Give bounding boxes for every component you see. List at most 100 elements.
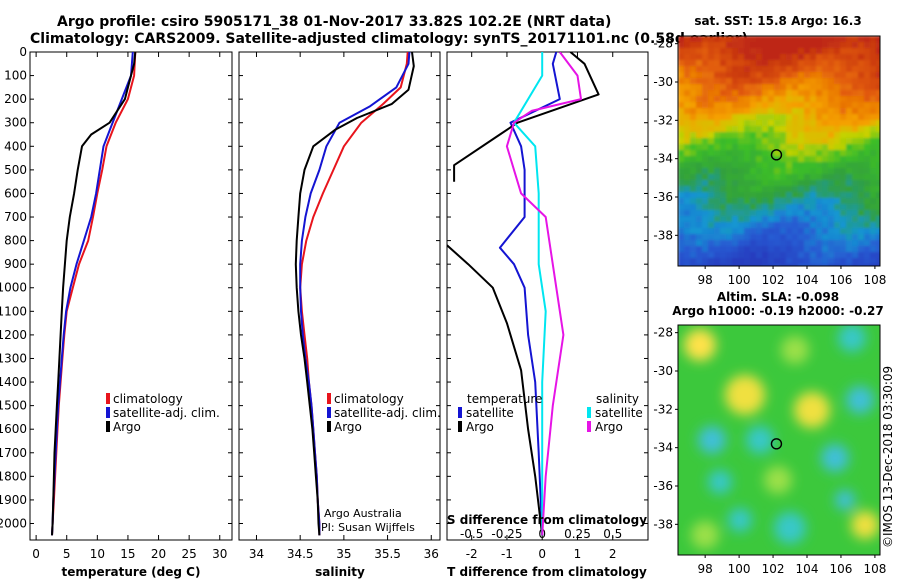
- depth-tick-label: 1900: [0, 493, 27, 507]
- sst-cell: [864, 210, 871, 217]
- sst-cell: [678, 48, 685, 55]
- sst-cell: [828, 228, 835, 235]
- sst-cell: [768, 252, 775, 259]
- sst-cell: [876, 228, 880, 235]
- sst-cell: [858, 150, 865, 157]
- sla-blob: [781, 336, 809, 364]
- sst-cell: [852, 108, 859, 115]
- sst-cell: [684, 258, 691, 265]
- sst-cell: [786, 138, 793, 145]
- sst-cell: [840, 144, 847, 151]
- sst-cell: [744, 252, 751, 259]
- sst-cell: [756, 162, 763, 169]
- temperature-x-label: temperature (deg C): [62, 565, 201, 579]
- sst-cell: [678, 186, 685, 193]
- salinity-x-label: salinity: [315, 565, 365, 579]
- sst-cell: [846, 174, 853, 181]
- sst-cell: [684, 156, 691, 163]
- sst-cell: [834, 228, 841, 235]
- sst-cell: [876, 222, 880, 229]
- sst-cell: [774, 264, 781, 266]
- sst-cell: [696, 222, 703, 229]
- sst-cell: [876, 180, 880, 187]
- sst-cell: [756, 48, 763, 55]
- sst-cell: [738, 246, 745, 253]
- series-line-s-satellite: [513, 52, 547, 536]
- depth-tick-label: 300: [4, 116, 27, 130]
- sst-cell: [822, 126, 829, 133]
- sst-cell: [876, 246, 880, 253]
- sst-cell: [828, 102, 835, 109]
- sst-cell: [774, 42, 781, 49]
- sst-cell: [840, 102, 847, 109]
- sst-cell: [684, 192, 691, 199]
- sst-cell: [792, 222, 799, 229]
- sst-cell: [678, 114, 685, 121]
- sst-cell: [750, 108, 757, 115]
- sst-cell: [834, 186, 841, 193]
- sst-cell: [864, 174, 871, 181]
- sst-cell: [864, 78, 871, 85]
- sst-cell: [678, 66, 685, 73]
- sst-cell: [852, 258, 859, 265]
- sst-cell: [684, 120, 691, 127]
- sst-cell: [732, 36, 739, 43]
- sst-cell: [834, 108, 841, 115]
- sst-cell: [708, 138, 715, 145]
- sst-cell: [870, 156, 877, 163]
- x-tick-label: 35: [336, 547, 351, 561]
- sst-cell: [804, 114, 811, 121]
- sst-cell: [822, 120, 829, 127]
- sst-cell: [804, 78, 811, 85]
- sst-cell: [708, 258, 715, 265]
- sst-cell: [702, 174, 709, 181]
- sst-cell: [834, 210, 841, 217]
- sst-cell: [828, 216, 835, 223]
- sst-cell: [780, 60, 787, 67]
- sst-cell: [774, 192, 781, 199]
- sst-cell: [828, 36, 835, 43]
- sst-cell: [804, 54, 811, 61]
- sst-cell: [870, 252, 877, 259]
- sst-cell: [774, 48, 781, 55]
- sst-cell: [846, 234, 853, 241]
- sst-cell: [828, 84, 835, 91]
- sst-cell: [828, 156, 835, 163]
- sst-cell: [720, 216, 727, 223]
- sst-cell: [846, 126, 853, 133]
- sla-blob: [821, 444, 849, 472]
- sst-cell: [870, 162, 877, 169]
- sst-cell: [864, 42, 871, 49]
- sst-cell: [792, 216, 799, 223]
- series-line-s-argo: [505, 52, 582, 536]
- sst-cell: [720, 144, 727, 151]
- sst-cell: [846, 42, 853, 49]
- salinity-x-axis: 34 34.5 35 35.5 36: [249, 52, 439, 561]
- sst-cell: [750, 246, 757, 253]
- sst-cell: [762, 174, 769, 181]
- sst-cell: [750, 234, 757, 241]
- sst-cell: [858, 36, 865, 43]
- sst-cell: [792, 108, 799, 115]
- sst-cell: [864, 66, 871, 73]
- sst-cell: [780, 96, 787, 103]
- lat-tick-label: -36: [653, 479, 673, 493]
- sst-cell: [840, 36, 847, 43]
- sst-cell: [726, 162, 733, 169]
- sst-cell: [762, 180, 769, 187]
- sst-cell: [864, 168, 871, 175]
- sst-cell: [846, 204, 853, 211]
- sst-cell: [822, 252, 829, 259]
- sst-cell: [702, 144, 709, 151]
- sst-cell: [708, 48, 715, 55]
- sst-cell: [708, 168, 715, 175]
- sst-cell: [756, 198, 763, 205]
- sst-cell: [708, 54, 715, 61]
- sst-cell: [810, 252, 817, 259]
- sst-cell: [726, 222, 733, 229]
- sst-cell: [846, 240, 853, 247]
- sst-cell: [726, 114, 733, 121]
- sst-cell: [804, 84, 811, 91]
- sst-cell: [858, 234, 865, 241]
- sst-cell: [696, 144, 703, 151]
